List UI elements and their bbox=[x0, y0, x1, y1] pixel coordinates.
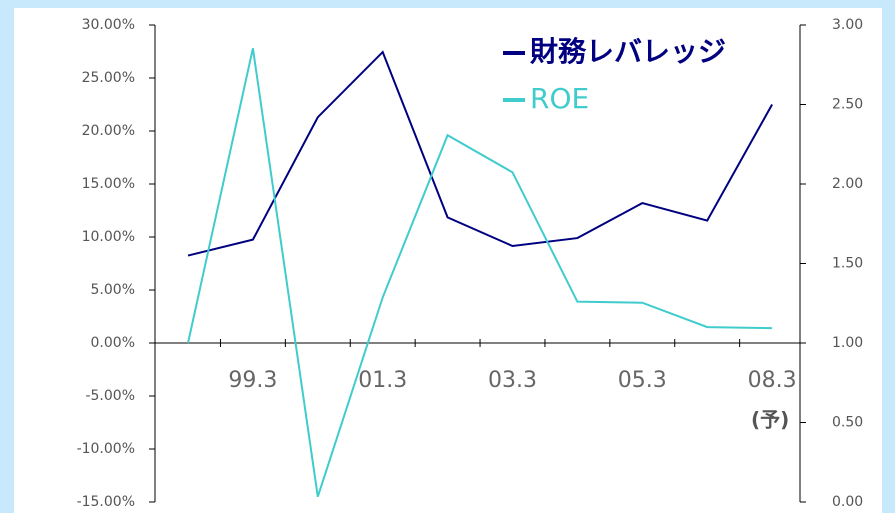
x-tick-label: 03.3 bbox=[488, 368, 537, 393]
y2-tick-label: 0.50 bbox=[832, 415, 863, 431]
y-tick-label: -15.00% bbox=[77, 494, 135, 510]
legend-label: ROE bbox=[530, 82, 589, 115]
legend-label: 財務レバレッジ bbox=[530, 35, 726, 68]
annotation: (予) bbox=[751, 408, 789, 432]
y2-tick-label: 1.00 bbox=[832, 335, 863, 351]
series-line bbox=[187, 50, 773, 257]
x-tick-label: 99.3 bbox=[228, 368, 277, 393]
y-tick-label: -5.00% bbox=[85, 388, 135, 404]
x-tick-label: 01.3 bbox=[358, 368, 407, 393]
y-tick-label: 5.00% bbox=[91, 282, 135, 298]
y-tick-label: 10.00% bbox=[82, 229, 135, 245]
y-tick-label: 20.00% bbox=[82, 123, 135, 139]
legend-swatch bbox=[503, 51, 525, 55]
plot-background bbox=[14, 8, 882, 513]
x-tick-label: 05.3 bbox=[618, 368, 667, 393]
legend-swatch bbox=[503, 98, 525, 102]
series-line bbox=[187, 48, 773, 498]
x-tick-label: 08.3 bbox=[748, 368, 797, 393]
y2-tick-label: 3.00 bbox=[832, 17, 863, 33]
legend: 財務レバレッジ ROE bbox=[503, 35, 726, 115]
y-tick-label: 25.00% bbox=[82, 70, 135, 86]
y-tick-label: 15.00% bbox=[82, 176, 135, 192]
y-tick-label: 0.00% bbox=[91, 335, 135, 351]
y2-tick-label: 0.00 bbox=[832, 494, 863, 510]
y2-tick-label: 2.50 bbox=[832, 97, 863, 113]
y2-tick-label: 2.00 bbox=[832, 176, 863, 192]
y2-tick-label: 1.50 bbox=[832, 256, 863, 272]
y-tick-label: -10.00% bbox=[77, 441, 135, 457]
y-tick-label: 30.00% bbox=[82, 17, 135, 33]
